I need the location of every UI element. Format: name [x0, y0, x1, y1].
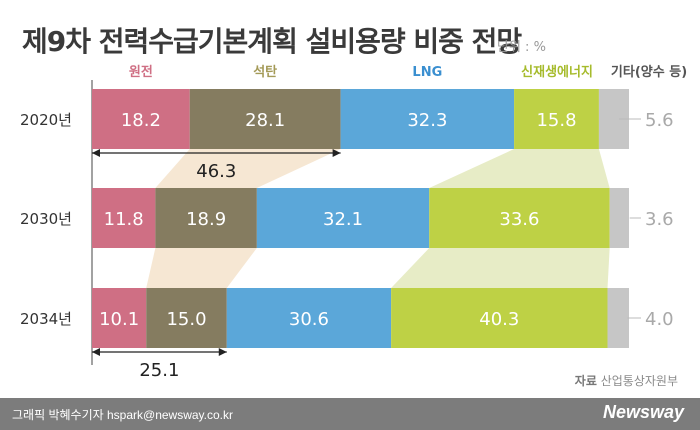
bar-segment [155, 188, 257, 248]
data-label: 33.6 [499, 209, 539, 230]
connector-band-석탄 [155, 149, 341, 188]
connector-bands [146, 149, 610, 288]
source-label: 자료 [574, 374, 597, 388]
bracket-arrow-left [92, 149, 100, 157]
bar-segment [146, 288, 227, 348]
bracket-annotation: 25.1 [92, 348, 227, 381]
legend-label: LNG [412, 65, 442, 80]
graphic-credit: 그래픽 박혜수기자 hspark@newsway.co.kr [12, 408, 233, 422]
connector-band-신재생에너지 [429, 149, 610, 188]
category-label: 2020년 [20, 111, 72, 129]
data-label: 3.6 [645, 209, 674, 230]
data-label: 18.9 [186, 209, 226, 230]
data-label: 28.1 [245, 110, 285, 131]
bar-segment [609, 188, 629, 248]
bar-segment [429, 188, 610, 248]
bar-segment [340, 89, 515, 149]
bar-segment [189, 89, 341, 149]
bar-segment [256, 188, 430, 248]
data-label: 18.2 [121, 110, 161, 131]
bar-segment [391, 288, 608, 348]
bracket-arrow-left [92, 348, 100, 356]
connector-band-신재생에너지 [391, 248, 610, 288]
data-label: 30.6 [289, 309, 329, 330]
legend-label: 신재생에너지 [521, 64, 593, 80]
bar-segment [226, 288, 392, 348]
bar-segment [607, 288, 629, 348]
data-label: 15.0 [166, 309, 206, 330]
data-label: 32.3 [407, 110, 447, 131]
footer-bar: 그래픽 박혜수기자 hspark@newsway.co.kr Newsway [0, 398, 700, 430]
source-text: 산업통상자원부 [600, 374, 678, 388]
bar-segment [514, 89, 599, 149]
data-label: 11.8 [104, 209, 144, 230]
bar-segment [92, 288, 147, 348]
stacked-bar-chart: 원전 석탄 LNG 신재생에너지 기타(양수 등) 2020년 18.2 28.1 32.3 15… [20, 64, 687, 381]
bracket-annotation: 46.3 [92, 149, 341, 182]
category-label: 2034년 [20, 310, 72, 328]
data-label: 40.3 [479, 309, 519, 330]
data-label: 10.1 [99, 309, 139, 330]
brand-logo: Newsway [602, 402, 684, 422]
bar-segment [92, 89, 190, 149]
source-note: 자료 산업통상자원부 [575, 372, 678, 389]
legend-label: 원전 [129, 64, 153, 80]
data-label: 15.8 [536, 110, 576, 131]
bracket-arrow-right [218, 348, 227, 356]
bracket-label: 25.1 [139, 360, 179, 381]
legend-label: 기타(양수 등) [611, 64, 687, 80]
bar-segment [92, 188, 156, 248]
legend-label: 석탄 [253, 64, 277, 80]
connector-band-석탄 [146, 248, 257, 288]
unit-label: 단위 : % [497, 40, 546, 55]
data-label: 4.0 [645, 309, 674, 330]
data-label: 5.6 [645, 110, 674, 131]
category-label: 2030년 [20, 210, 72, 228]
bracket-label: 46.3 [196, 161, 236, 182]
data-label: 32.1 [323, 209, 363, 230]
bracket-arrow-right [332, 149, 341, 157]
chart-title: 제9차 전력수급기본계획 설비용량 비중 전망 [22, 25, 522, 58]
